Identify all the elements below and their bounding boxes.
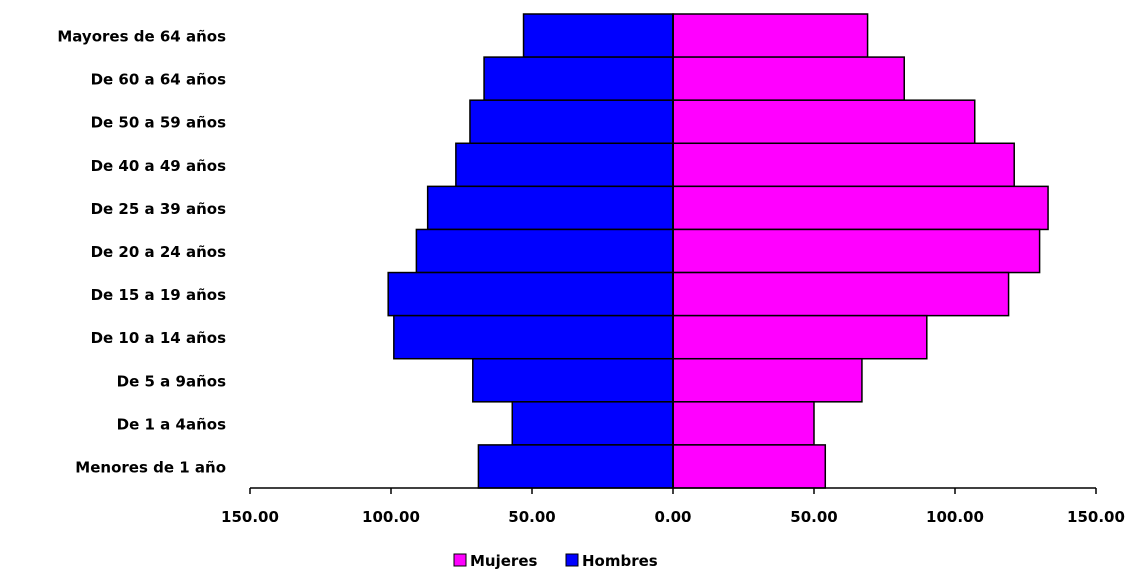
category-label-6: De 15 a 19 años bbox=[91, 286, 226, 304]
x-tick-label-4: 50.00 bbox=[790, 508, 837, 526]
category-label-2: De 50 a 59 años bbox=[91, 114, 226, 132]
axis-layer bbox=[249, 14, 1097, 494]
legend-swatch-mujeres bbox=[453, 553, 467, 567]
x-tick-label-6: 150.00 bbox=[1067, 508, 1125, 526]
bar-hombres-4 bbox=[426, 185, 674, 231]
bar-mujeres-0 bbox=[672, 13, 869, 58]
bar-mujeres-5 bbox=[672, 228, 1041, 274]
bars-layer bbox=[387, 13, 1049, 489]
x-tick-label-0: 150.00 bbox=[221, 508, 279, 526]
x-tick-label-2: 50.00 bbox=[508, 508, 555, 526]
bar-hombres-7 bbox=[393, 314, 674, 360]
category-label-5: De 20 a 24 años bbox=[91, 243, 226, 261]
legend-swatch-hombres bbox=[565, 553, 579, 567]
bar-hombres-1 bbox=[483, 56, 674, 101]
category-label-8: De 5 a 9años bbox=[117, 372, 226, 390]
bar-hombres-6 bbox=[387, 271, 674, 317]
bar-hombres-8 bbox=[472, 357, 674, 403]
x-tick-labels: 150.00 100.00 50.00 0.00 50.00 100.00 150.00 bbox=[221, 508, 1125, 526]
category-label-7: De 10 a 14 años bbox=[91, 329, 226, 347]
x-tick-label-3: 0.00 bbox=[654, 508, 691, 526]
legend-label-hombres: Hombres bbox=[582, 552, 658, 570]
category-labels: Mayores de 64 años De 60 a 64 años De 50 a… bbox=[57, 28, 226, 477]
category-label-3: De 40 a 49 años bbox=[91, 157, 226, 175]
bar-mujeres-7 bbox=[672, 314, 928, 360]
x-tick-label-1: 100.00 bbox=[362, 508, 420, 526]
bar-hombres-2 bbox=[469, 99, 674, 145]
category-label-4: De 25 a 39 años bbox=[91, 200, 226, 218]
x-tick-label-5: 100.00 bbox=[926, 508, 984, 526]
category-label-1: De 60 a 64 años bbox=[91, 71, 226, 89]
bar-hombres-9 bbox=[511, 401, 674, 446]
legend: Mujeres Hombres bbox=[453, 552, 658, 570]
bar-hombres-0 bbox=[522, 13, 674, 58]
bar-mujeres-2 bbox=[672, 99, 976, 145]
bar-hombres-5 bbox=[415, 228, 674, 274]
bar-mujeres-1 bbox=[672, 56, 905, 101]
legend-label-mujeres: Mujeres bbox=[470, 552, 537, 570]
category-label-9: De 1 a 4años bbox=[117, 415, 226, 433]
category-label-10: Menores de 1 año bbox=[75, 458, 226, 476]
category-label-0: Mayores de 64 años bbox=[57, 28, 226, 46]
bar-mujeres-4 bbox=[672, 185, 1049, 231]
bar-hombres-10 bbox=[477, 444, 674, 489]
bar-mujeres-3 bbox=[672, 142, 1015, 188]
bar-mujeres-6 bbox=[672, 271, 1010, 317]
bar-hombres-3 bbox=[455, 142, 674, 188]
bar-mujeres-9 bbox=[672, 401, 815, 446]
bar-mujeres-8 bbox=[672, 357, 863, 403]
bar-mujeres-10 bbox=[672, 444, 827, 489]
